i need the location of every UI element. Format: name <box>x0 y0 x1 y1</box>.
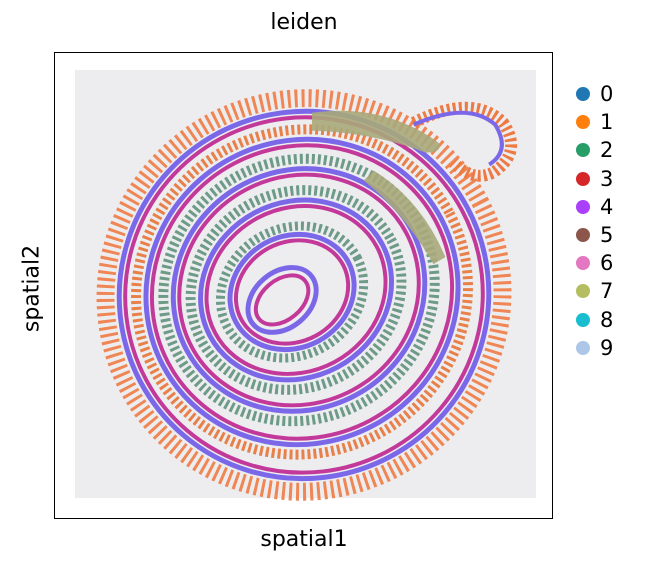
legend-marker-icon <box>576 312 590 327</box>
legend-label: 9 <box>600 335 614 360</box>
legend-marker-icon <box>576 199 590 214</box>
tissue-image <box>74 69 536 501</box>
legend-marker-icon <box>576 284 590 299</box>
legend-marker-icon <box>576 228 590 243</box>
plot-frame <box>54 52 553 519</box>
legend: 0 1 2 3 4 5 6 7 8 9 <box>576 80 613 362</box>
legend-item: 8 <box>576 306 613 334</box>
legend-item: 9 <box>576 334 613 362</box>
x-axis-label: spatial1 <box>260 527 348 552</box>
legend-label: 8 <box>600 307 614 332</box>
legend-marker-icon <box>576 256 590 271</box>
plot-title: leiden <box>270 10 338 35</box>
legend-item: 5 <box>576 221 613 249</box>
y-axis-label: spatial2 <box>19 244 45 333</box>
legend-item: 7 <box>576 277 613 305</box>
legend-item: 1 <box>576 108 613 136</box>
legend-label: 2 <box>600 138 614 163</box>
legend-item: 3 <box>576 165 613 193</box>
legend-marker-icon <box>576 171 590 186</box>
legend-label: 6 <box>600 251 614 276</box>
legend-label: 3 <box>600 166 614 191</box>
legend-label: 4 <box>600 194 614 219</box>
legend-item: 6 <box>576 249 613 277</box>
legend-item: 4 <box>576 193 613 221</box>
legend-label: 1 <box>600 110 614 135</box>
legend-label: 7 <box>600 279 614 304</box>
legend-marker-icon <box>576 340 590 355</box>
legend-label: 0 <box>600 82 614 107</box>
legend-item: 2 <box>576 136 613 164</box>
legend-marker-icon <box>576 87 590 102</box>
legend-item: 0 <box>576 80 613 108</box>
legend-marker-icon <box>576 143 590 158</box>
legend-label: 5 <box>600 223 614 248</box>
legend-marker-icon <box>576 115 590 130</box>
